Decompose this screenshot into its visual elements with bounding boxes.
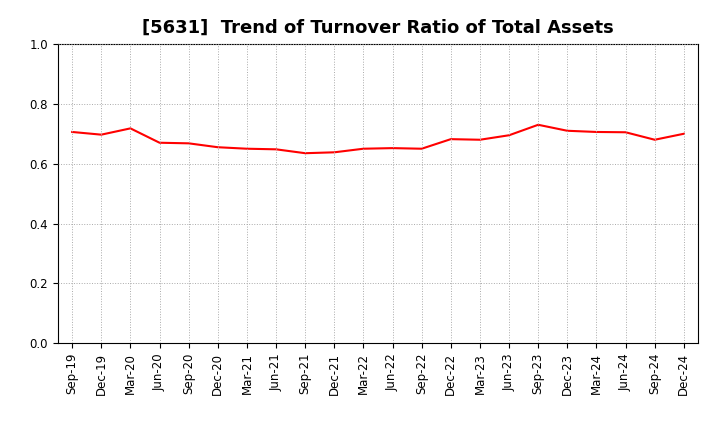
Title: [5631]  Trend of Turnover Ratio of Total Assets: [5631] Trend of Turnover Ratio of Total … [142,19,614,37]
